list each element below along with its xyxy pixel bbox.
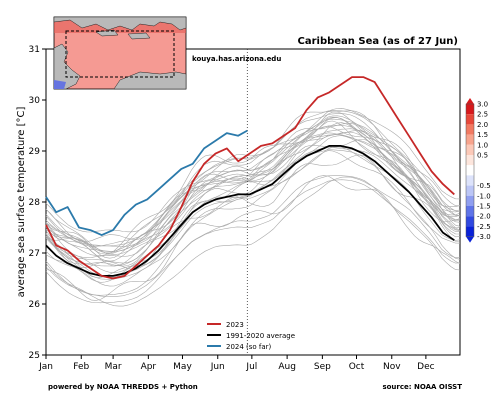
x-tick-label: Aug	[278, 362, 296, 372]
historical-year-line	[45, 107, 461, 256]
legend-label-2023: 2023	[226, 321, 244, 329]
colorbar-segment	[466, 134, 474, 145]
colorbar-bottom-arrow	[466, 236, 474, 243]
series-line-2023	[45, 76, 455, 280]
colorbar-top-arrow	[466, 98, 474, 104]
footer-source: source: NOAA OISST	[382, 383, 462, 391]
y-tick-label: 27	[29, 249, 40, 259]
colorbar-segment	[466, 165, 474, 176]
colorbar-segment	[466, 175, 474, 186]
y-tick-label: 26	[29, 300, 41, 310]
legend-label-average: 1991-2020 average	[226, 332, 295, 340]
x-tick-label: May	[173, 362, 192, 372]
historical-year-line	[45, 135, 461, 274]
historical-year-line	[45, 125, 461, 267]
colorbar-tick-label: 2.5	[477, 111, 488, 119]
colorbar-frame	[465, 103, 475, 237]
y-tick-label: 25	[29, 351, 40, 361]
colorbar-segment	[466, 216, 474, 227]
colorbar-segment	[466, 206, 474, 217]
legend-label-2024: 2024 (so far)	[226, 343, 272, 351]
x-tick-label: Apr	[141, 362, 157, 372]
historical-year-line	[45, 113, 461, 252]
x-tick-label: Oct	[349, 362, 365, 372]
colorbar-segment	[466, 114, 474, 125]
x-tick-label: Mar	[105, 362, 122, 372]
chart-title: Caribbean Sea (as of 27 Jun)	[298, 36, 459, 47]
series-lines	[45, 76, 455, 280]
series-line-average	[45, 145, 455, 277]
legend: 2023 1991-2020 average 2024 (so far)	[207, 321, 295, 351]
historical-year-line	[45, 115, 461, 252]
colorbar-segment	[466, 185, 474, 196]
colorbar-tick-label: -3.0	[477, 233, 491, 241]
x-tick-label: Feb	[73, 362, 89, 372]
colorbar-tick-label: 0.5	[477, 152, 488, 160]
colorbar-tick-label: 3.0	[477, 101, 488, 109]
y-tick-label: 31	[29, 45, 40, 55]
y-tick-label: 29	[29, 147, 41, 157]
colorbar-tick-label: 2.0	[477, 121, 488, 129]
colorbar-tick-label: 1.0	[477, 141, 488, 149]
historical-year-line	[45, 131, 461, 264]
historical-year-line	[45, 117, 461, 262]
series-line-2024	[45, 129, 248, 236]
colorbar-tick-label: -0.5	[477, 182, 491, 190]
x-tick-label: Jun	[210, 362, 225, 372]
historical-year-line	[45, 132, 461, 257]
plot-area	[45, 48, 461, 356]
y-tick-label: 28	[29, 198, 41, 208]
colorbar-segment	[466, 226, 474, 237]
x-tick-label: Sep	[314, 362, 331, 372]
historical-year-line	[45, 110, 461, 259]
colorbar-tick-label: 1.5	[477, 131, 488, 139]
historical-year-line	[45, 176, 461, 307]
colorbar-segment	[466, 104, 474, 115]
historical-year-line	[45, 120, 461, 255]
colorbar-tick-label: -1.5	[477, 203, 491, 211]
colorbar-tick-label: -1.0	[477, 192, 491, 200]
historical-year-line	[45, 139, 461, 242]
y-axis-ticks: 25 26 27 28 29 30 31	[29, 45, 46, 361]
x-tick-label: Jan	[38, 362, 53, 372]
x-tick-label: Jul	[245, 362, 257, 372]
colorbar-segment	[466, 144, 474, 155]
historical-year-line	[45, 111, 461, 259]
colorbar-segment	[466, 195, 474, 206]
colorbar-tick-label: -2.5	[477, 223, 491, 231]
watermark-text: kouya.has.arizona.edu	[192, 55, 281, 63]
anomaly-colorbar: 3.0 2.5 2.0 1.5 1.0 0.5 -0.5 -1.0 -1.5 -2.0 -2.5 -3…	[465, 98, 491, 243]
historical-year-line	[45, 175, 461, 301]
region-inset-map	[53, 16, 187, 90]
historical-year-line	[45, 154, 461, 270]
x-axis-ticks: Jan Feb Mar Apr May Jun Jul Aug Sep Oct Nov Dec	[38, 355, 435, 372]
historical-year-line	[45, 175, 461, 304]
colorbar-segment	[466, 124, 474, 135]
y-axis-label: average sea surface temperature [°C]	[16, 107, 27, 298]
x-tick-label: Dec	[417, 362, 434, 372]
colorbar-segment	[466, 155, 474, 166]
historical-year-line	[45, 125, 461, 278]
x-tick-label: Nov	[383, 362, 401, 372]
colorbar-tick-label: -2.0	[477, 213, 491, 221]
footer-credit: powered by NOAA THREDDS + Python	[48, 383, 198, 391]
y-tick-label: 30	[29, 96, 41, 106]
historical-year-line	[45, 130, 461, 233]
historical-year-line	[45, 149, 461, 296]
